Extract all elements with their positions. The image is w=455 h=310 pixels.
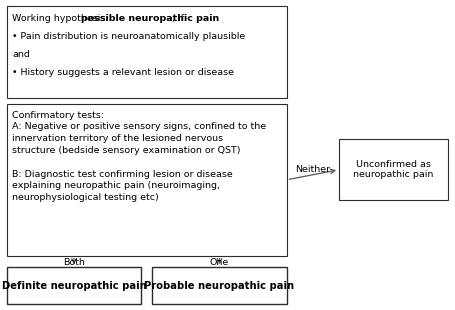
Text: and: and	[12, 50, 30, 59]
Text: possible neuropathic pain: possible neuropathic pain	[81, 14, 220, 23]
Text: Probable neuropathic pain: Probable neuropathic pain	[145, 281, 294, 290]
Text: One: One	[210, 258, 229, 267]
Text: , if:: , if:	[172, 14, 187, 23]
Text: • History suggests a relevant lesion or disease: • History suggests a relevant lesion or …	[12, 68, 234, 77]
Bar	[152, 267, 287, 304]
Bar	[339, 140, 448, 200]
Text: Neither: Neither	[295, 165, 330, 174]
Bar	[7, 6, 287, 98]
Text: Confirmatory tests:
A: Negative or positive sensory signs, confined to the
inner: Confirmatory tests: A: Negative or posit…	[12, 111, 267, 202]
Bar	[7, 104, 287, 256]
Text: Both: Both	[63, 258, 85, 267]
Text: Working hypothesis:: Working hypothesis:	[12, 14, 112, 23]
Text: Unconfirmed as
neuropathic pain: Unconfirmed as neuropathic pain	[354, 160, 434, 179]
Text: • Pain distribution is neuroanatomically plausible: • Pain distribution is neuroanatomically…	[12, 32, 246, 41]
Bar	[7, 267, 141, 304]
Text: Definite neuropathic pain: Definite neuropathic pain	[1, 281, 147, 290]
